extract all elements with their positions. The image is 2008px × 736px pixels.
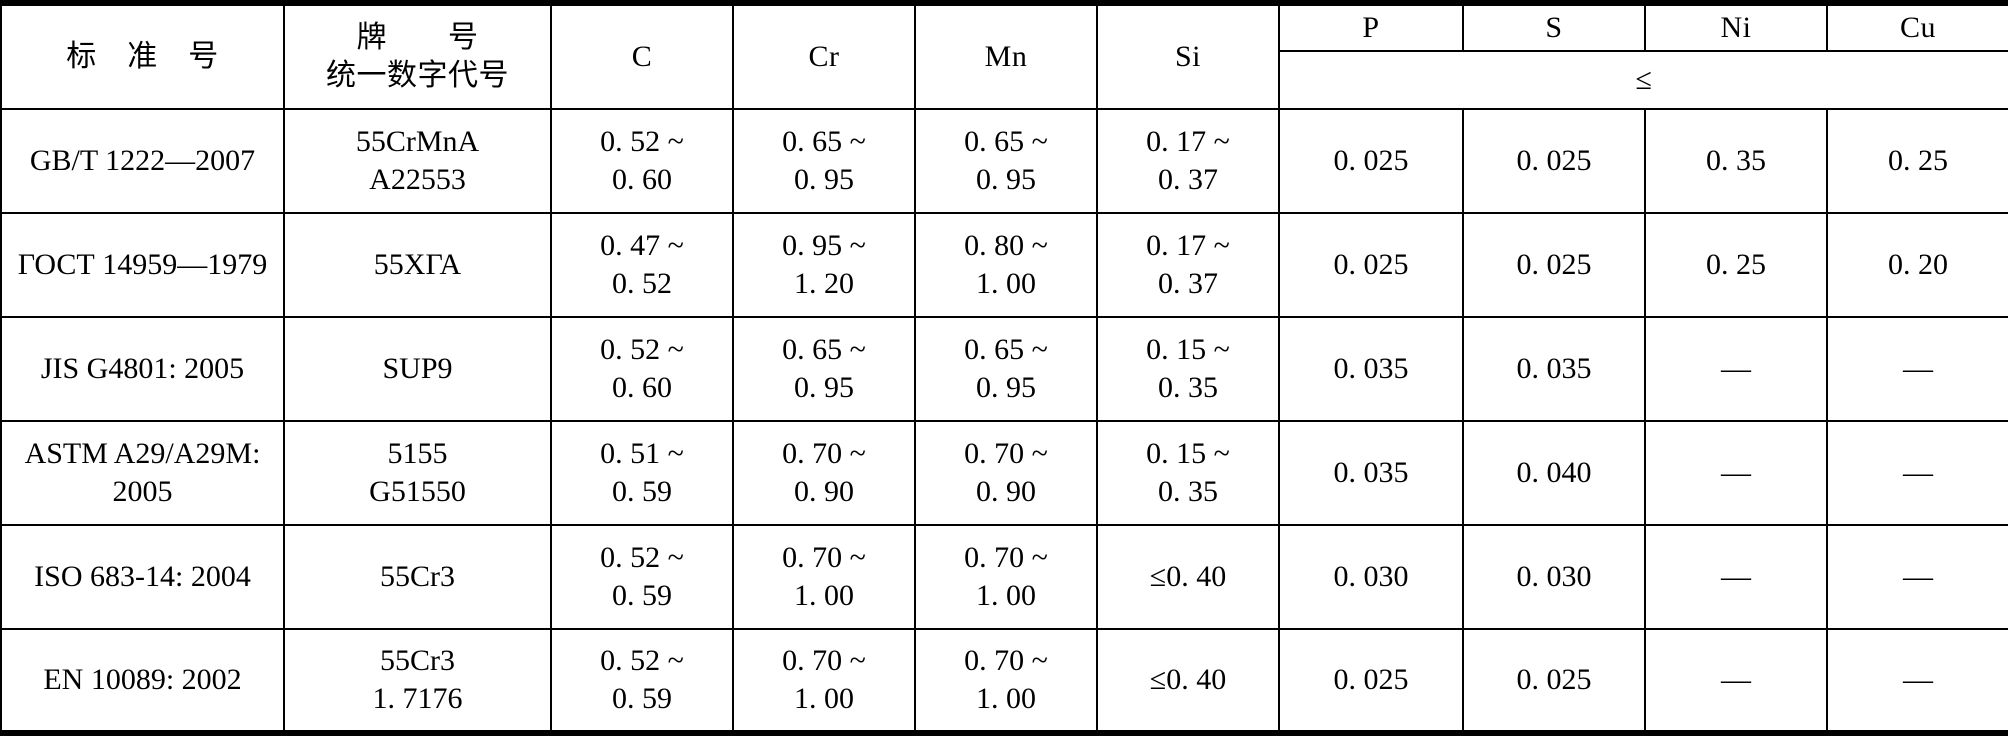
p-cell: 0. 035 (1278, 316, 1464, 422)
header-s: S (1462, 2, 1646, 52)
header-p: P (1278, 2, 1464, 52)
standard-cell: JIS G4801: 2005 (0, 316, 285, 422)
p-cell: 0. 025 (1278, 108, 1464, 214)
p-cell: 0. 035 (1278, 420, 1464, 526)
table-row: ISO 683-14: 2004 55Cr3 0. 52 ~ 0. 59 0. … (0, 524, 2008, 630)
grade-cell: 55ХГА (283, 212, 552, 318)
standard-cell: ГОСТ 14959—1979 (0, 212, 285, 318)
table-row: ASTM A29/A29M: 2005 5155 G51550 0. 51 ~ … (0, 420, 2008, 526)
s-cell: 0. 025 (1462, 212, 1646, 318)
header-cr: Cr (732, 2, 916, 110)
c-cell: 0. 52 ~ 0. 60 (550, 316, 734, 422)
cu-cell: — (1826, 316, 2008, 422)
s-cell: 0. 035 (1462, 316, 1646, 422)
cr-cell: 0. 70 ~ 1. 00 (732, 524, 916, 630)
grade-cell: 55CrMnA A22553 (283, 108, 552, 214)
s-cell: 0. 040 (1462, 420, 1646, 526)
header-row-labels: 标 准 号 牌 号 统一数字代号 C Cr Mn Si P S Ni Cu (0, 2, 2008, 110)
cu-cell: — (1826, 524, 2008, 630)
table-body: GB/T 1222—2007 55CrMnA A22553 0. 52 ~ 0.… (0, 108, 2008, 734)
c-cell: 0. 52 ~ 0. 59 (550, 524, 734, 630)
cr-cell: 0. 70 ~ 0. 90 (732, 420, 916, 526)
c-cell: 0. 47 ~ 0. 52 (550, 212, 734, 318)
grade-cell: 55Cr3 (283, 524, 552, 630)
si-cell: ≤0. 40 (1096, 524, 1280, 630)
cu-cell: — (1826, 628, 2008, 734)
grade-cell: 5155 G51550 (283, 420, 552, 526)
header-cu: Cu (1826, 2, 2008, 52)
si-cell: 0. 17 ~ 0. 37 (1096, 212, 1280, 318)
c-cell: 0. 52 ~ 0. 60 (550, 108, 734, 214)
cr-cell: 0. 95 ~ 1. 20 (732, 212, 916, 318)
si-cell: ≤0. 40 (1096, 628, 1280, 734)
ni-cell: — (1644, 316, 1828, 422)
table-row: ГОСТ 14959—1979 55ХГА 0. 47 ~ 0. 52 0. 9… (0, 212, 2008, 318)
header-c: C (550, 2, 734, 110)
ni-cell: — (1644, 420, 1828, 526)
grade-cell: 55Cr3 1. 7176 (283, 628, 552, 734)
header-limit-symbol: ≤ (1278, 50, 2008, 110)
table-row: EN 10089: 2002 55Cr3 1. 7176 0. 52 ~ 0. … (0, 628, 2008, 734)
ni-cell: — (1644, 628, 1828, 734)
cu-cell: 0. 20 (1826, 212, 2008, 318)
s-cell: 0. 025 (1462, 628, 1646, 734)
mn-cell: 0. 70 ~ 1. 00 (914, 628, 1098, 734)
cu-cell: 0. 25 (1826, 108, 2008, 214)
p-cell: 0. 030 (1278, 524, 1464, 630)
si-cell: 0. 17 ~ 0. 37 (1096, 108, 1280, 214)
standard-cell: ISO 683-14: 2004 (0, 524, 285, 630)
cu-cell: — (1826, 420, 2008, 526)
grade-cell: SUP9 (283, 316, 552, 422)
header-standard: 标 准 号 (0, 2, 285, 110)
mn-cell: 0. 80 ~ 1. 00 (914, 212, 1098, 318)
table-header: 标 准 号 牌 号 统一数字代号 C Cr Mn Si P S Ni Cu ≤ (0, 2, 2008, 110)
header-mn: Mn (914, 2, 1098, 110)
header-grade: 牌 号 统一数字代号 (283, 2, 552, 110)
p-cell: 0. 025 (1278, 212, 1464, 318)
header-ni: Ni (1644, 2, 1828, 52)
mn-cell: 0. 70 ~ 1. 00 (914, 524, 1098, 630)
s-cell: 0. 030 (1462, 524, 1646, 630)
c-cell: 0. 52 ~ 0. 59 (550, 628, 734, 734)
table-row: GB/T 1222—2007 55CrMnA A22553 0. 52 ~ 0.… (0, 108, 2008, 214)
standard-cell: EN 10089: 2002 (0, 628, 285, 734)
cr-cell: 0. 65 ~ 0. 95 (732, 316, 916, 422)
standard-cell: GB/T 1222—2007 (0, 108, 285, 214)
standard-cell: ASTM A29/A29M: 2005 (0, 420, 285, 526)
header-row-limit: ≤ (1, 50, 2008, 110)
si-cell: 0. 15 ~ 0. 35 (1096, 316, 1280, 422)
mn-cell: 0. 65 ~ 0. 95 (914, 316, 1098, 422)
cr-cell: 0. 70 ~ 1. 00 (732, 628, 916, 734)
header-si: Si (1096, 2, 1280, 110)
mn-cell: 0. 70 ~ 0. 90 (914, 420, 1098, 526)
ni-cell: 0. 35 (1644, 108, 1828, 214)
ni-cell: — (1644, 524, 1828, 630)
ni-cell: 0. 25 (1644, 212, 1828, 318)
p-cell: 0. 025 (1278, 628, 1464, 734)
si-cell: 0. 15 ~ 0. 35 (1096, 420, 1280, 526)
cr-cell: 0. 65 ~ 0. 95 (732, 108, 916, 214)
mn-cell: 0. 65 ~ 0. 95 (914, 108, 1098, 214)
s-cell: 0. 025 (1462, 108, 1646, 214)
table-row: JIS G4801: 2005 SUP9 0. 52 ~ 0. 60 0. 65… (0, 316, 2008, 422)
c-cell: 0. 51 ~ 0. 59 (550, 420, 734, 526)
